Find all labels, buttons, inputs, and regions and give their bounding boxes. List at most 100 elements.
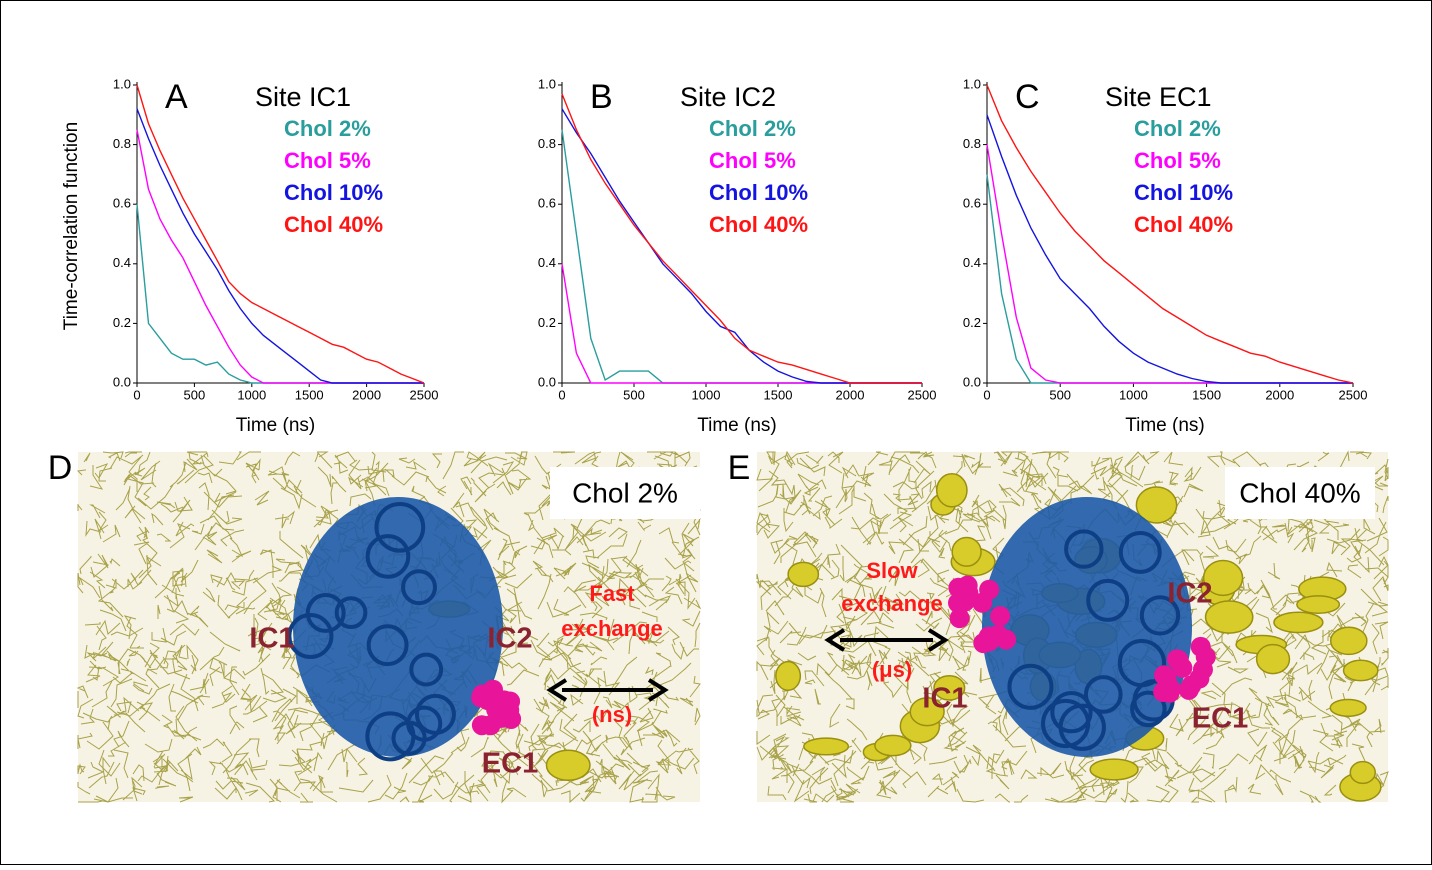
chart: 0.0 0.2 0.4 0.6 0.8 1.0 0 500 1000 1500 2000 2500 Ch… [963, 76, 1368, 436]
site-atoms [1154, 665, 1175, 686]
series-line [136, 84, 425, 384]
cholesterol [1329, 698, 1367, 717]
x-tick-label: 2500 [410, 387, 439, 402]
x-axis-label: Time (ns) [697, 415, 777, 436]
x-tick-label: 0 [133, 387, 140, 402]
helix [366, 624, 409, 667]
y-tick-label: 1.0 [963, 76, 981, 91]
helix [334, 596, 368, 630]
y-tick-label: 0.6 [963, 196, 981, 211]
legend-entry: Chol 40% [709, 212, 808, 237]
panel-label: Chol 2% [572, 477, 678, 508]
y-tick-label: 0.0 [963, 374, 981, 389]
snapshot: D Chol 2% IC1 IC2 EC1 Fast exchange (ns) [48, 449, 702, 804]
x-tick-label: 0 [558, 387, 565, 402]
exchange-label: exchange [561, 616, 663, 641]
cholesterol [787, 561, 820, 588]
cholesterol [1342, 659, 1379, 682]
helix [1130, 690, 1167, 728]
legend-entry: Chol 40% [284, 212, 383, 237]
y-tick-label: 0.0 [113, 374, 131, 389]
exchange-label: Slow [866, 558, 918, 583]
x-tick-label: 2500 [1339, 387, 1368, 402]
legend-entry: Chol 5% [1134, 148, 1221, 173]
site-atoms [948, 577, 969, 598]
label-box [1225, 467, 1375, 519]
helix [365, 711, 416, 762]
cholesterol [1329, 626, 1368, 656]
cholesterol [1204, 600, 1254, 634]
x-tick-label: 1500 [295, 387, 324, 402]
x-tick-label: 1000 [692, 387, 721, 402]
helix [1050, 690, 1093, 734]
site-atoms [1178, 679, 1199, 700]
x-tick-label: 1500 [764, 387, 793, 402]
y-tick-label: 0.2 [538, 315, 556, 330]
protein [293, 497, 503, 757]
site-atoms [948, 592, 969, 613]
x-tick-label: 2500 [908, 387, 937, 402]
panel-letter: E [728, 449, 751, 487]
label-box [550, 467, 700, 519]
x-tick-label: 500 [1049, 387, 1071, 402]
site-atoms [990, 606, 1011, 627]
cholesterol [545, 749, 591, 782]
legend-entry: Chol 10% [1134, 180, 1233, 205]
helix [401, 569, 437, 606]
exchange-label: (ns) [592, 702, 632, 727]
chart-title: Site EC1 [1105, 82, 1212, 112]
helix [409, 652, 444, 687]
y-axis-label: Time-correlation function [61, 122, 82, 330]
y-tick-label: 0.2 [113, 315, 131, 330]
x-tick-label: 1500 [1192, 387, 1221, 402]
cholesterol [1273, 611, 1324, 634]
helix [365, 534, 411, 579]
cholesterol [935, 473, 968, 508]
y-tick-label: 0.8 [113, 136, 131, 151]
series-line [136, 108, 424, 384]
site-label: IC1 [922, 683, 967, 715]
cholesterol [775, 660, 802, 691]
y-tick-label: 1.0 [538, 76, 556, 91]
legend-entry: Chol 5% [709, 148, 796, 173]
helix [1139, 595, 1181, 636]
chart: 0.0 0.2 0.4 0.6 0.8 1.0 0 500 1000 1500 2000 2500 Ch… [61, 76, 438, 436]
y-tick-label: 0.4 [963, 255, 981, 270]
exchange-arrow [824, 628, 949, 652]
site-atoms [1190, 636, 1211, 657]
x-tick-label: 1000 [1119, 387, 1148, 402]
x-tick-label: 2000 [352, 387, 381, 402]
site-atoms [1172, 657, 1193, 678]
legend-entry: Chol 2% [284, 116, 371, 141]
cholesterol [803, 737, 850, 756]
cholesterol [933, 674, 966, 701]
y-tick-label: 0.6 [538, 196, 556, 211]
y-tick-label: 0.8 [538, 136, 556, 151]
exchange-label: exchange [841, 591, 943, 616]
panel-letter: A [165, 78, 188, 116]
cholesterol [1202, 559, 1244, 597]
site-label: IC2 [1167, 578, 1212, 610]
legend-entry: Chol 2% [709, 116, 796, 141]
site-atoms [471, 687, 492, 708]
legend-entry: Chol 5% [284, 148, 371, 173]
x-tick-label: 1000 [237, 387, 266, 402]
cholesterol [951, 536, 982, 567]
y-tick-label: 1.0 [113, 76, 131, 91]
helix [374, 501, 426, 553]
site-atoms [494, 699, 515, 720]
site-atoms [988, 624, 1009, 645]
helix [1083, 675, 1123, 714]
y-tick-label: 0.8 [963, 136, 981, 151]
helix [305, 593, 346, 633]
helix [1086, 578, 1130, 622]
helix [287, 612, 334, 660]
site-label: EC1 [1192, 703, 1248, 735]
panel-letter: D [48, 449, 73, 487]
snapshot: E Chol 40% IC1 IC2 EC1 Slow exchange (μs) [728, 449, 1389, 803]
panel-label: Chol 40% [1239, 477, 1360, 508]
x-tick-label: 2000 [1265, 387, 1294, 402]
y-tick-label: 0.0 [538, 374, 556, 389]
legend-entry: Chol 40% [1134, 212, 1233, 237]
